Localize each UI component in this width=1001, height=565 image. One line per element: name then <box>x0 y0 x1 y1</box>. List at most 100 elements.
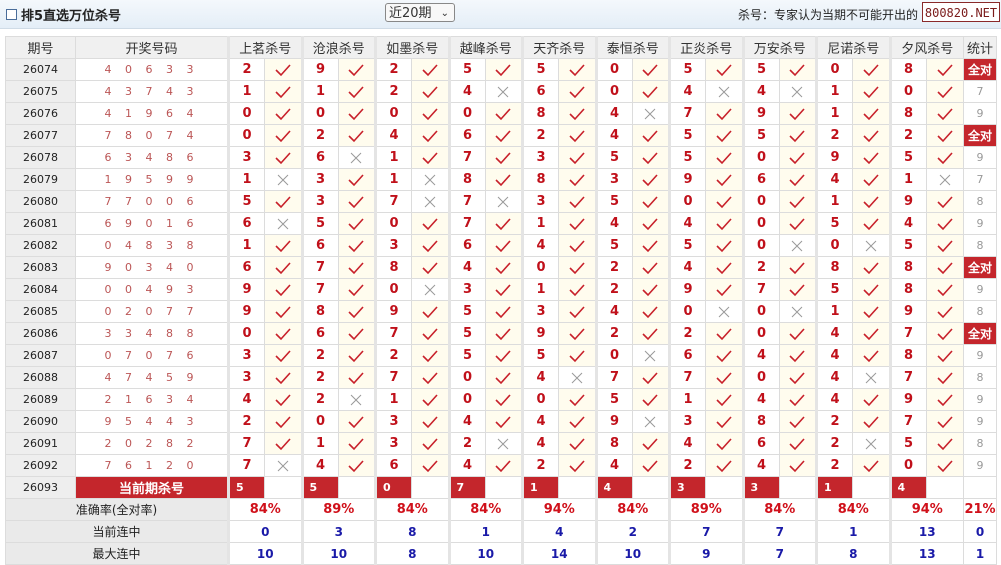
check-icon <box>778 344 817 367</box>
kill-number-cell: 2 <box>815 124 853 147</box>
check-icon <box>558 212 597 235</box>
cross-icon <box>852 366 891 389</box>
page-title: 排5直选万位杀号 <box>6 5 121 24</box>
kill-number-cell: 0 <box>741 190 780 213</box>
kill-number-cell: 2 <box>521 454 559 477</box>
check-icon <box>411 146 450 169</box>
all-correct-badge: 全对 <box>963 322 997 345</box>
cross-icon <box>411 168 450 191</box>
check-icon <box>778 388 817 411</box>
kill-number-cell: 8 <box>447 168 486 191</box>
check-icon <box>411 410 450 433</box>
kill-number-cell: 2 <box>227 58 265 81</box>
check-icon <box>558 322 597 345</box>
check-icon <box>631 454 670 477</box>
kill-number-cell: 4 <box>741 80 780 103</box>
kill-number-cell: 1 <box>815 190 853 213</box>
check-icon <box>631 58 670 81</box>
period-cell: 26081 <box>5 212 76 235</box>
check-icon <box>484 278 523 301</box>
period-cell: 26086 <box>5 322 76 345</box>
period-cell: 26077 <box>5 124 76 147</box>
summary-value: 7 <box>741 520 817 543</box>
summary-value: 84% <box>594 498 670 521</box>
check-icon <box>484 410 523 433</box>
check-icon <box>558 102 597 125</box>
check-icon <box>925 146 964 169</box>
kill-number-cell: 0 <box>447 366 486 389</box>
summary-row: 当前连中 0 3 8 1 4 2 7 7 1 13 0 <box>5 520 997 543</box>
draw-number-cell: 6 9 0 1 6 <box>75 212 229 235</box>
kill-number-cell: 4 <box>815 388 853 411</box>
hit-count-cell: 7 <box>963 80 997 103</box>
check-icon <box>264 278 303 301</box>
summary-value: 8 <box>815 542 891 565</box>
check-icon <box>558 190 597 213</box>
hit-count-cell: 9 <box>963 454 997 477</box>
check-icon <box>778 454 817 477</box>
check-icon <box>337 432 376 455</box>
kill-number-cell: 2 <box>300 124 339 147</box>
kill-number-cell: 0 <box>815 58 853 81</box>
check-icon <box>264 344 303 367</box>
check-icon <box>705 168 744 191</box>
kill-number-cell: 0 <box>594 58 633 81</box>
kill-number-cell: 8 <box>374 256 412 279</box>
check-icon <box>411 366 450 389</box>
summary-value: 10 <box>594 542 670 565</box>
kill-number-cell: 7 <box>741 278 780 301</box>
empty-cell <box>778 476 817 499</box>
kill-number-cell: 1 <box>300 432 339 455</box>
check-icon <box>705 344 744 367</box>
check-icon <box>631 388 670 411</box>
kill-number-cell: 3 <box>594 168 633 191</box>
kill-number-cell: 4 <box>815 168 853 191</box>
cross-icon <box>337 146 376 169</box>
check-icon <box>778 322 817 345</box>
summary-value: 13 <box>888 542 964 565</box>
check-icon <box>558 168 597 191</box>
check-icon <box>852 322 891 345</box>
check-icon <box>778 278 817 301</box>
draw-number-cell: 4 3 7 4 3 <box>75 80 229 103</box>
kill-number-cell: 4 <box>521 234 559 257</box>
period-cell: 26082 <box>5 234 76 257</box>
header-expert: 正炎杀号 <box>668 36 744 59</box>
check-icon <box>337 300 376 323</box>
summary-value: 10 <box>227 542 303 565</box>
draw-number-cell: 7 6 1 2 0 <box>75 454 229 477</box>
period-cell: 26092 <box>5 454 76 477</box>
check-icon <box>852 190 891 213</box>
empty-cell <box>558 476 597 499</box>
cross-icon <box>264 454 303 477</box>
check-icon <box>411 432 450 455</box>
check-icon <box>705 366 744 389</box>
check-icon <box>411 344 450 367</box>
summary-value: 0 <box>227 520 303 543</box>
check-icon <box>631 212 670 235</box>
table-row: 26074 4 0 6 3 3 2 9 2 5 5 0 5 5 0 8 全对 <box>5 58 997 81</box>
check-icon <box>778 366 817 389</box>
summary-value: 1 <box>815 520 891 543</box>
summary-value: 13 <box>888 520 964 543</box>
check-icon <box>558 300 597 323</box>
check-icon <box>264 234 303 257</box>
kill-number-cell: 5 <box>741 58 780 81</box>
check-icon <box>411 388 450 411</box>
draw-number-cell: 2 0 2 8 2 <box>75 432 229 455</box>
check-icon <box>411 102 450 125</box>
check-icon <box>411 256 450 279</box>
header-expert: 夕风杀号 <box>888 36 964 59</box>
draw-number-cell: 4 1 9 6 4 <box>75 102 229 125</box>
check-icon <box>264 80 303 103</box>
kill-number-cell: 0 <box>227 124 265 147</box>
kill-number-cell: 0 <box>447 388 486 411</box>
kill-number-cell: 5 <box>447 344 486 367</box>
chevron-down-icon: ⌄ <box>440 8 449 19</box>
draw-number-cell: 9 5 4 4 3 <box>75 410 229 433</box>
check-icon <box>852 278 891 301</box>
check-icon <box>337 256 376 279</box>
period-range-select[interactable]: 近20期 ⌄ <box>385 3 455 22</box>
kill-number-cell: 7 <box>227 454 265 477</box>
